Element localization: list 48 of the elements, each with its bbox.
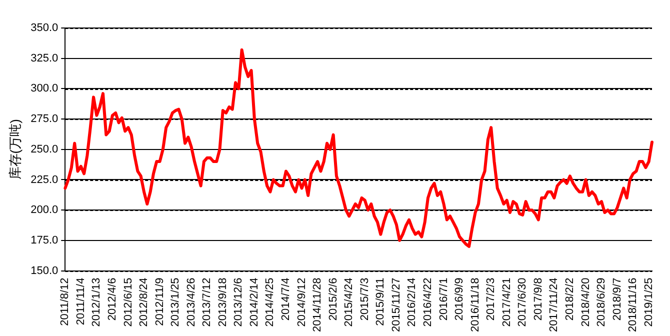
x-tick-label: 2015/4/24 bbox=[343, 278, 356, 327]
y-tick-label: 275.0 bbox=[30, 113, 58, 126]
x-tick-label: 2014/2/14 bbox=[248, 278, 260, 327]
x-tick-label: 2015/7/3 bbox=[358, 278, 371, 321]
x-tick-label: 2017/2/3 bbox=[485, 278, 498, 321]
x-tick-label: 2013/7/12 bbox=[201, 278, 214, 327]
x-tick-label: 2012/4/6 bbox=[106, 278, 118, 321]
x-tick-label: 2019/1/25 bbox=[642, 278, 655, 327]
y-tick-label: 325.0 bbox=[30, 52, 58, 64]
x-tick-label: 2018/4/20 bbox=[580, 278, 592, 327]
y-tick-label: 150.0 bbox=[30, 264, 58, 277]
y-tick-label: 350.0 bbox=[30, 22, 58, 34]
y-tick-label: 250.0 bbox=[30, 143, 58, 156]
x-tick-label: 2018/2/2 bbox=[564, 278, 576, 321]
x-tick-label: 2012/1/13 bbox=[90, 278, 103, 327]
x-tick-label: 2016/11/18 bbox=[469, 278, 482, 332]
x-tick-label: 2013/4/26 bbox=[185, 278, 198, 327]
x-tick-label: 2015/11/27 bbox=[390, 278, 402, 332]
y-axis-title: 库存(万吨) bbox=[7, 119, 22, 180]
x-tick-label: 2017/6/30 bbox=[516, 278, 529, 327]
x-tick-label: 2015/2/6 bbox=[327, 278, 340, 321]
x-tick-label: 2012/6/15 bbox=[122, 278, 134, 327]
x-tick-label: 2014/7/4 bbox=[280, 278, 292, 321]
x-tick-label: 2016/4/22 bbox=[422, 278, 434, 327]
x-tick-label: 2015/9/11 bbox=[374, 278, 387, 326]
x-tick-label: 2017/4/21 bbox=[500, 278, 513, 327]
x-tick-label: 2018/11/16 bbox=[627, 278, 640, 332]
x-tick-label: 2011/11/4 bbox=[74, 278, 87, 326]
x-tick-label: 2017/9/8 bbox=[532, 278, 544, 321]
x-tick-label: 2018/9/7 bbox=[611, 278, 624, 321]
x-tick-label: 2011/8/12 bbox=[59, 278, 72, 326]
x-tick-label: 2016/2/14 bbox=[406, 278, 418, 327]
x-tick-label: 2013/12/6 bbox=[232, 278, 245, 327]
y-tick-label: 200.0 bbox=[30, 204, 58, 216]
y-tick-label: 225.0 bbox=[30, 174, 58, 186]
x-tick-label: 2017/11/24 bbox=[548, 278, 560, 332]
x-tick-label: 2012/11/9 bbox=[154, 278, 166, 326]
x-tick-label: 2014/4/25 bbox=[264, 278, 276, 327]
x-tick-label: 2014/9/12 bbox=[296, 278, 308, 327]
x-tick-label: 2013/1/25 bbox=[170, 278, 182, 327]
x-tick-label: 2012/8/24 bbox=[138, 278, 150, 327]
x-tick-label: 2014/11/28 bbox=[312, 278, 324, 332]
y-tick-label: 300.0 bbox=[30, 82, 58, 95]
x-tick-label: 2016/9/9 bbox=[454, 278, 466, 321]
x-tick-label: 2013/9/18 bbox=[216, 278, 229, 327]
x-tick-label: 2018/6/29 bbox=[596, 278, 608, 327]
x-tick-label: 2016/7/1 bbox=[438, 278, 450, 321]
y-tick-label: 175.0 bbox=[30, 234, 58, 246]
